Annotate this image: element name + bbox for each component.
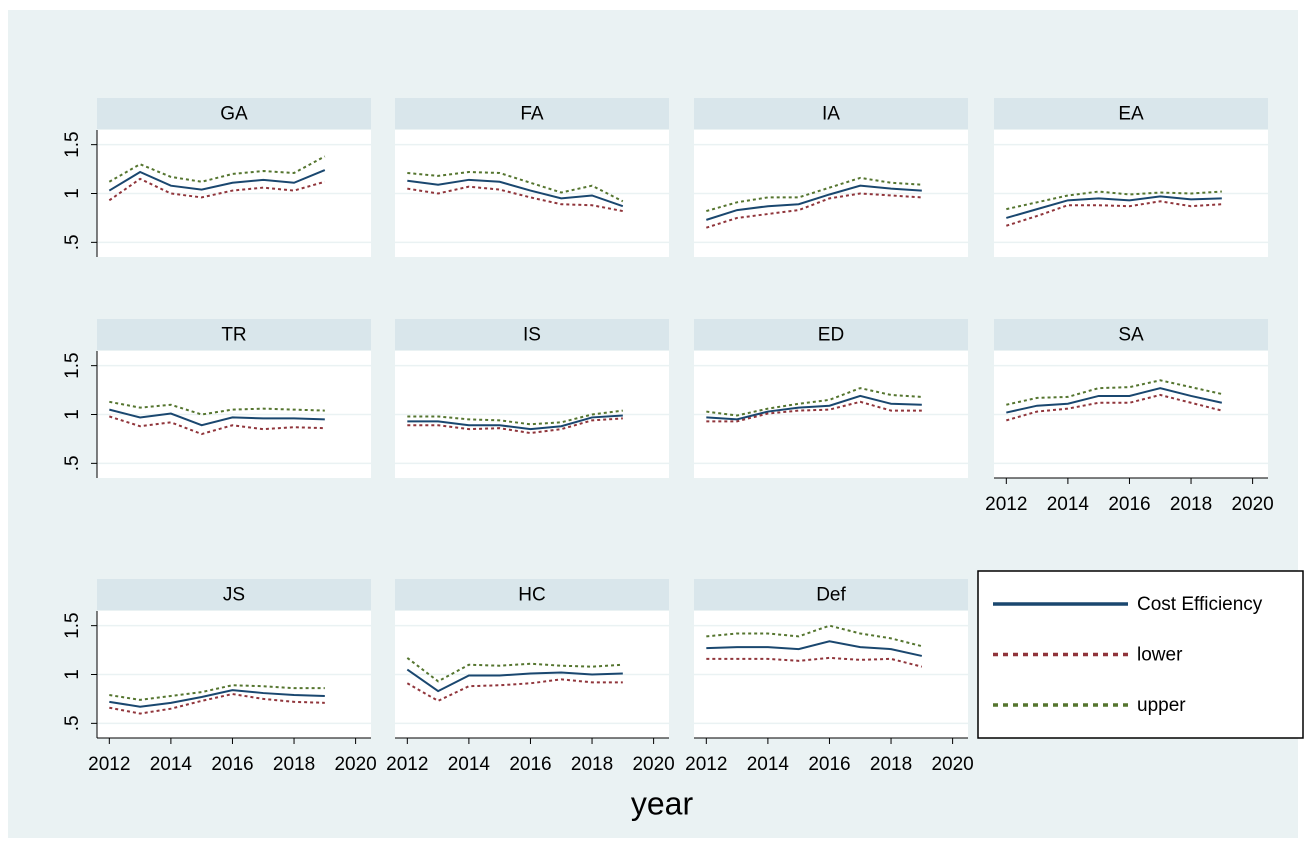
- x-tick-label: 2020: [1231, 494, 1273, 515]
- series-line: [109, 408, 325, 427]
- series-line: [109, 693, 325, 715]
- series-line: [1006, 387, 1223, 414]
- series-line: [109, 684, 325, 701]
- panel-title: IA: [822, 104, 840, 125]
- panel-title: JS: [223, 585, 245, 606]
- x-tick-label: 2014: [448, 754, 491, 775]
- panel-header: [97, 319, 371, 350]
- panel-header: [395, 319, 669, 350]
- panel-title: FA: [520, 104, 544, 125]
- panel-header: [395, 98, 669, 129]
- x-tick-label: 2014: [747, 754, 790, 775]
- x-tick-label: 2016: [211, 754, 253, 775]
- legend-label: lower: [1137, 645, 1183, 666]
- panel-header: [694, 579, 968, 610]
- panel-title: EA: [1118, 104, 1144, 125]
- series-line: [706, 184, 922, 221]
- x-tick-label: 2018: [1170, 494, 1212, 515]
- y-tick-label: 1: [62, 409, 83, 420]
- x-tick-label: 2020: [931, 754, 973, 775]
- x-tick-label: 2016: [509, 754, 551, 775]
- y-tick-label: .5: [62, 234, 83, 250]
- panel-header: [994, 319, 1268, 350]
- series-line: [706, 394, 922, 421]
- panel-title: TR: [221, 325, 246, 346]
- x-tick-label: 2012: [985, 494, 1027, 515]
- series-line: [407, 409, 623, 426]
- panel-title: SA: [1118, 325, 1144, 346]
- x-tick-label: 2018: [571, 754, 613, 775]
- x-tick-label: 2012: [386, 754, 428, 775]
- series-line: [108, 155, 326, 183]
- y-tick-label: 1: [62, 669, 83, 680]
- series-line: [406, 668, 623, 693]
- panel-header: [694, 319, 968, 350]
- panel-header: [97, 579, 371, 610]
- x-tick-label: 2018: [273, 754, 315, 775]
- panel-header: [994, 98, 1268, 129]
- panel-title: GA: [220, 104, 248, 125]
- series-line: [706, 176, 922, 213]
- x-tick-label: 2018: [870, 754, 912, 775]
- legend-label: upper: [1137, 695, 1186, 716]
- series-line: [706, 192, 922, 229]
- panel-header: [97, 98, 371, 129]
- x-tick-label: 2016: [808, 754, 850, 775]
- panel-title: HC: [518, 585, 545, 606]
- x-tick-label: 2012: [88, 754, 130, 775]
- series-line: [1006, 200, 1222, 227]
- panel-title: Def: [816, 585, 846, 606]
- series-line: [706, 640, 923, 657]
- x-tick-label: 2016: [1108, 494, 1150, 515]
- y-tick-label: .5: [62, 715, 83, 731]
- series-line: [407, 171, 624, 203]
- panel-title: IS: [523, 325, 541, 346]
- series-line: [1006, 379, 1223, 406]
- series-line: [406, 678, 623, 703]
- series-line: [407, 178, 624, 208]
- series-line: [407, 185, 624, 213]
- y-tick-label: 1: [62, 188, 83, 199]
- y-tick-label: 1.5: [62, 131, 83, 157]
- series-line: [706, 624, 923, 648]
- panel-header: [694, 98, 968, 129]
- panel-title: ED: [818, 325, 844, 346]
- x-tick-label: 2014: [150, 754, 193, 775]
- panel-header: [395, 579, 669, 610]
- series-line: [108, 169, 326, 192]
- y-tick-label: 1.5: [62, 612, 83, 638]
- series-line: [1006, 190, 1222, 211]
- legend-box: [977, 570, 1304, 739]
- series-line: [108, 177, 326, 202]
- y-tick-label: 1.5: [62, 352, 83, 378]
- series-line: [706, 400, 922, 423]
- series-line: [706, 387, 922, 417]
- y-tick-label: .5: [62, 455, 83, 471]
- x-tick-label: 2020: [334, 754, 376, 775]
- series-line: [407, 417, 623, 435]
- series-line: [1006, 195, 1222, 219]
- series-line: [109, 689, 325, 708]
- x-axis-title: year: [631, 785, 694, 821]
- series-line: [1006, 393, 1223, 422]
- series-line: [109, 400, 325, 416]
- series-line: [406, 657, 623, 683]
- series-line: [109, 415, 325, 436]
- x-tick-label: 2020: [632, 754, 674, 775]
- x-tick-label: 2012: [685, 754, 727, 775]
- x-tick-label: 2014: [1047, 494, 1090, 515]
- series-line: [407, 414, 623, 431]
- legend-label: Cost Efficiency: [1137, 594, 1263, 615]
